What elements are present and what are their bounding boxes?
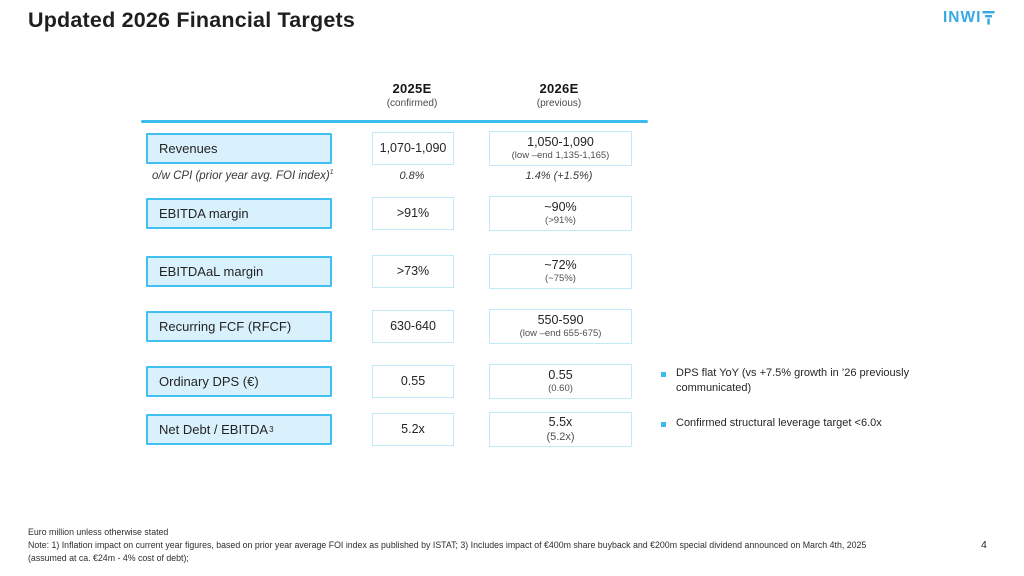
footnote-units: Euro million unless otherwise stated [28,527,169,537]
value-main: ~90% [544,200,577,215]
value-rfcf-2025: 630-640 [372,310,454,343]
value-main: 630-640 [390,319,436,334]
value-main: 5.2x [401,422,425,437]
value-ebitdaal-2025: >73% [372,255,454,288]
value-main: 0.55 [548,368,573,383]
row-label-net-debt-ebitda: Net Debt / EBITDA 3 [146,414,332,445]
column-header-2025e: 2025E (confirmed) [347,81,477,109]
footnote-note-line2: (assumed at ca. €24m - 4% cost of debt); [28,553,189,564]
row-label-revenues: Revenues [146,133,332,164]
column-status: (confirmed) [386,98,438,109]
row-label-text: o/w CPI (prior year avg. FOI index) [152,169,330,182]
value-ebitdaal-2026: ~72% (~75%) [489,254,632,289]
page-number: 4 [981,539,987,551]
column-year: 2025E [392,81,432,96]
value-ebitda-2025: >91% [372,197,454,230]
row-label-ordinary-dps: Ordinary DPS (€) [146,366,332,397]
bullet-dps-note: DPS flat YoY (vs +7.5% growth in ’26 pre… [676,367,910,394]
value-sub: (low –end 655-675) [519,327,602,339]
inwit-logo: INWI [943,9,995,27]
value-sub: (~75%) [545,272,576,284]
footnotes: Euro million unless otherwise stated Not… [28,526,968,566]
value-main: ~72% [544,258,577,273]
value-sub: (5.2x) [546,430,575,443]
logo-text: INWI [943,9,982,26]
value-rfcf-2026: 550-590 (low –end 655-675) [489,309,632,344]
page-title: Updated 2026 Financial Targets [28,8,356,32]
row-label-text: Recurring FCF (RFCF) [159,319,292,334]
value-cpi-2025: 0.8% [399,170,425,182]
value-sub: (>91%) [545,214,576,226]
header-divider [141,120,648,123]
value-netdebt-2025: 5.2x [372,413,454,446]
bullet-icon [661,422,666,427]
row-label-recurring-fcf: Recurring FCF (RFCF) [146,311,332,342]
column-status: (previous) [536,98,582,109]
row-label-text: EBITDAaL margin [159,264,264,279]
value-dps-2026: 0.55 (0.60) [489,364,632,399]
value-revenues-2025: 1,070-1,090 [372,132,454,165]
value-netdebt-2026: 5.5x (5.2x) [489,412,632,447]
row-label-ebitda-margin: EBITDA margin [146,198,332,229]
row-label-cpi: o/w CPI (prior year avg. FOI index)1 [152,169,334,182]
row-label-text: Ordinary DPS (€) [159,374,259,389]
footnote-marker: 1 [329,169,334,176]
footnote-note-line1: Note: 1) Inflation impact on current yea… [28,540,867,551]
value-ebitda-2026: ~90% (>91%) [489,196,632,231]
row-label-text: Net Debt / EBITDA [159,422,269,437]
value-dps-2025: 0.55 [372,365,454,398]
value-main: 550-590 [537,313,584,328]
value-main: >91% [396,206,430,221]
value-main: 0.55 [400,374,426,389]
value-main: 1,070-1,090 [379,141,447,156]
logo-t-icon [982,11,995,25]
column-year: 2026E [539,81,579,96]
value-main: 1,050-1,090 [527,135,594,150]
row-label-text: EBITDA margin [159,206,249,221]
value-sub: (0.60) [548,382,573,394]
row-label-ebitdaal-margin: EBITDAaL margin [146,256,332,287]
value-main: >73% [396,264,430,279]
bullet-leverage-note: Confirmed structural leverage target <6.… [676,417,882,429]
value-sub: (low –end 1,135-1,165) [511,149,610,161]
row-label-text: Revenues [159,141,218,156]
value-revenues-2026: 1,050-1,090 (low –end 1,135-1,165) [489,131,632,166]
bullet-icon [661,372,666,377]
value-main: 5.5x [548,415,573,430]
value-cpi-2026: 1.4% (+1.5%) [525,170,593,182]
footnote-marker: 3 [269,425,274,434]
column-header-2026e: 2026E (previous) [494,81,624,109]
